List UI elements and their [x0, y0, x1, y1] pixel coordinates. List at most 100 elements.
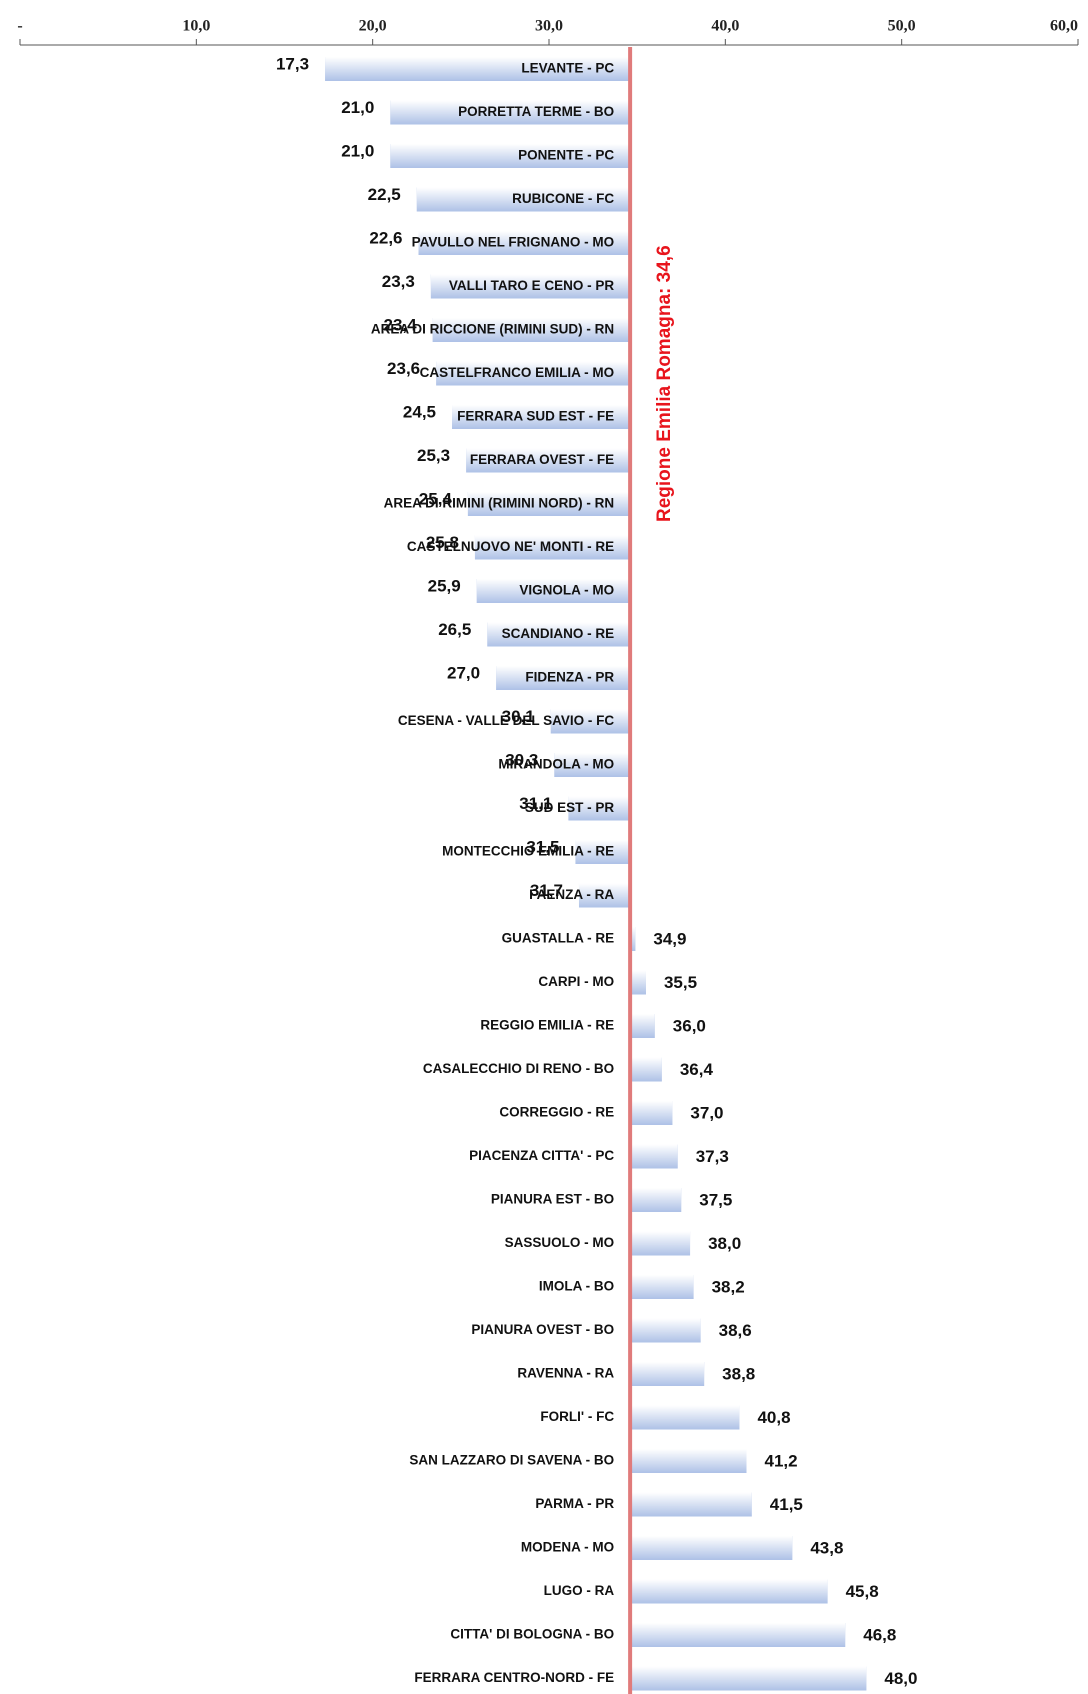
x-tick-label: 60,0: [1050, 18, 1078, 35]
bar-shade: [630, 1144, 678, 1169]
bar-shade: [390, 100, 631, 125]
category-label: PIANURA EST - BO: [491, 1192, 614, 1207]
category-label: CASTELNUOVO NE' MONTI - RE: [407, 539, 614, 554]
bar-shade: [474, 535, 631, 560]
category-label: IMOLA - BO: [539, 1279, 614, 1294]
category-label: FORLI' - FC: [540, 1409, 614, 1424]
category-label: LUGO - RA: [544, 1583, 615, 1598]
value-label: 41,2: [764, 1451, 797, 1470]
category-label: MONTECCHIO EMILIA - RE: [442, 844, 614, 859]
value-label: 25,4: [419, 489, 453, 508]
category-label: SCANDIANO - RE: [502, 626, 615, 641]
category-label: CESENA - VALLE DEL SAVIO - FC: [398, 713, 615, 728]
value-label: 22,6: [369, 228, 402, 247]
value-label: 45,8: [846, 1582, 879, 1601]
value-label: 25,9: [428, 576, 461, 595]
bar-shade: [630, 1318, 701, 1343]
category-label: CASALECCHIO DI RENO - BO: [423, 1061, 614, 1076]
bar-shade: [630, 1275, 694, 1299]
x-tick-label: 40,0: [711, 18, 739, 35]
category-label: FIDENZA - PR: [525, 670, 614, 685]
bar-shade: [430, 274, 631, 299]
category-label: PONENTE - PC: [518, 148, 614, 163]
value-label: 26,5: [438, 620, 471, 639]
bar-shade: [476, 579, 631, 603]
value-label: 36,0: [673, 1016, 706, 1035]
value-label: 24,5: [403, 402, 436, 421]
category-label: CITTA' DI BOLOGNA - BO: [450, 1627, 614, 1642]
bar-shade: [578, 883, 631, 908]
bar-shade: [466, 448, 631, 473]
value-label: 25,3: [417, 446, 450, 465]
x-tick-label: -: [17, 18, 22, 35]
bar-shade: [416, 187, 631, 212]
reference-label: Regione Emilia Romagna: 34,6: [654, 245, 675, 522]
category-label: RAVENNA - RA: [517, 1366, 614, 1381]
value-label: 21,0: [341, 141, 374, 160]
bar-shade: [568, 796, 631, 821]
category-label: PIACENZA CITTA' - PC: [469, 1148, 614, 1163]
value-label: 23,4: [384, 315, 418, 334]
value-label: 23,6: [387, 359, 420, 378]
category-label: AREA DI RIMINI (RIMINI NORD) - RN: [384, 496, 614, 511]
value-label: 37,5: [699, 1190, 732, 1209]
category-label: FERRARA CENTRO-NORD - FE: [414, 1670, 614, 1685]
value-label: 38,0: [708, 1234, 741, 1253]
bar-shade: [630, 1579, 828, 1604]
bar-shade: [630, 1536, 793, 1560]
x-tick-label: 30,0: [535, 18, 563, 35]
bar-shade: [630, 1449, 747, 1473]
bar-shade: [630, 1405, 740, 1430]
category-label: FERRARA SUD EST - FE: [457, 409, 614, 424]
bar-shade: [432, 318, 631, 342]
category-label: CORREGGIO - RE: [499, 1105, 614, 1120]
value-label: 21,0: [341, 98, 374, 117]
category-label: GUASTALLA - RE: [502, 931, 615, 946]
bar-shade: [630, 1362, 705, 1386]
value-label: 31,1: [519, 794, 552, 813]
bar-shade: [452, 405, 631, 429]
value-label: 43,8: [810, 1538, 843, 1557]
category-label: VIGNOLA - MO: [519, 583, 614, 598]
category-label: PORRETTA TERME - BO: [458, 104, 614, 119]
category-label: VALLI TARO E CENO - PR: [449, 278, 615, 293]
x-tick-label: 50,0: [888, 18, 916, 35]
bar-shade: [496, 666, 631, 690]
bar-shade: [436, 361, 631, 386]
bar-shade: [630, 1666, 867, 1691]
bar-shade: [630, 970, 646, 995]
category-label: REGGIO EMILIA - RE: [480, 1018, 614, 1033]
bar-shade: [630, 1492, 752, 1517]
bar-shade: [630, 1188, 682, 1212]
category-label: CASTELFRANCO EMILIA - MO: [420, 365, 614, 380]
category-label: MIRANDOLA - MO: [498, 757, 614, 772]
category-label: PARMA - PR: [535, 1496, 614, 1511]
value-label: 30,1: [502, 707, 535, 726]
value-label: 48,0: [884, 1669, 917, 1688]
category-label: FAENZA - RA: [529, 887, 614, 902]
bar-shade: [630, 1101, 673, 1125]
bar-shade: [630, 1623, 846, 1647]
bar-shade: [418, 231, 631, 255]
value-label: 31,7: [530, 881, 563, 900]
value-label: 17,3: [276, 54, 309, 73]
value-label: 37,3: [696, 1147, 729, 1166]
bar-shade: [630, 1014, 655, 1038]
value-label: 46,8: [863, 1625, 896, 1644]
bar-shade: [630, 1231, 691, 1256]
value-label: 41,5: [770, 1495, 803, 1514]
value-label: 31,5: [526, 837, 559, 856]
category-label: PIANURA OVEST - BO: [471, 1322, 614, 1337]
value-label: 22,5: [368, 185, 401, 204]
bar-shade: [325, 57, 631, 81]
category-label: SASSUOLO - MO: [505, 1235, 615, 1250]
value-label: 30,3: [505, 750, 538, 769]
category-label: CARPI - MO: [538, 974, 614, 989]
value-label: 38,8: [722, 1364, 755, 1383]
value-label: 23,3: [382, 272, 415, 291]
bar-shade: [487, 622, 631, 647]
category-label: FERRARA OVEST - FE: [470, 452, 614, 467]
category-label: AREA DI RICCIONE (RIMINI SUD) - RN: [371, 322, 614, 337]
value-label: 34,9: [653, 929, 686, 948]
